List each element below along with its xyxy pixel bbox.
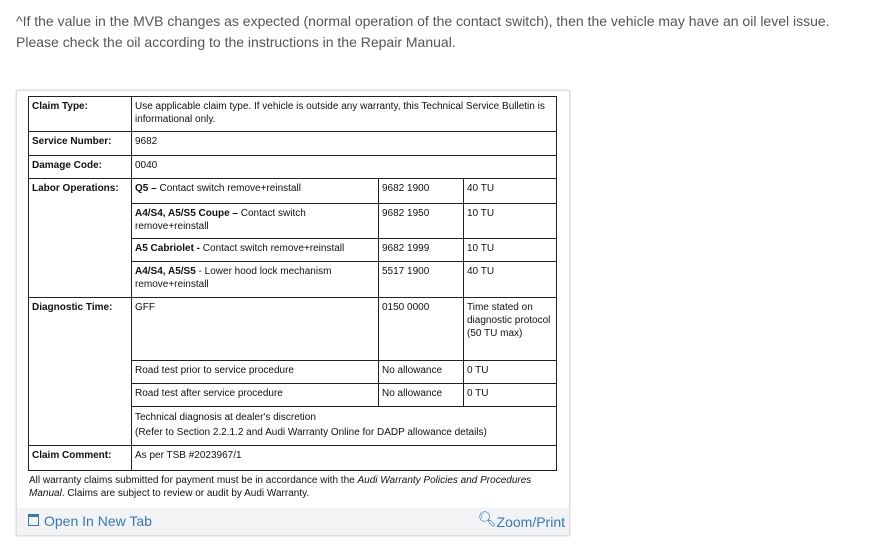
claim-comment-label: Claim Comment:: [28, 445, 132, 471]
table-row: Claim Comment: As per TSB #2023967/1: [28, 445, 557, 471]
labor-tu: 40 TU: [463, 178, 557, 204]
desc: - Lower hood lock mechanism remove+reins…: [135, 266, 332, 290]
labor-code: 5517 1900: [378, 261, 464, 298]
model: A5 Cabriolet -: [135, 243, 201, 254]
open-in-new-tab-link[interactable]: Open In New Tab: [28, 513, 152, 529]
diagnostic-time-label: Diagnostic Time:: [28, 297, 132, 446]
model: A4/S4, A5/S5 Coupe –: [135, 208, 238, 219]
labor-desc: A5 Cabriolet - Contact switch remove+rei…: [131, 238, 379, 262]
diag-tu: 0 TU: [463, 360, 557, 384]
diag-desc: Road test after service procedure: [131, 383, 379, 407]
diag-note-1: Technical diagnosis at dealer's discreti…: [135, 412, 316, 423]
labor-desc: Q5 – Contact switch remove+reinstall: [131, 178, 379, 204]
labor-operations-label: Labor Operations:: [28, 178, 132, 298]
labor-code: 9682 1950: [378, 203, 464, 239]
labor-code: 9682 1999: [378, 238, 464, 262]
diag-tu: 0 TU: [463, 383, 557, 407]
note-text: . Claims are subject to review or audit …: [61, 488, 310, 499]
service-number-value: 9682: [131, 131, 557, 156]
warranty-note: All warranty claims submitted for paymen…: [29, 474, 564, 500]
desc: Contact switch remove+reinstall: [135, 208, 306, 232]
zoom-label: Zoom/Print: [496, 514, 565, 530]
diag-desc: GFF: [131, 297, 379, 361]
table-row: Damage Code: 0040: [28, 155, 557, 179]
warranty-table: Claim Type: Use applicable claim type. If…: [28, 96, 557, 471]
table-row: Road test prior to service procedure No a…: [29, 360, 557, 384]
model: Q5 –: [135, 183, 157, 194]
diag-code: No allowance: [378, 360, 464, 384]
open-new-tab-icon: [28, 514, 39, 526]
zoom-in-icon: 🔍︎: [477, 511, 497, 528]
damage-code-value: 0040: [131, 155, 557, 179]
document-viewer: Claim Type: Use applicable claim type. If…: [16, 90, 570, 536]
labor-desc: A4/S4, A5/S5 Coupe – Contact switch remo…: [131, 203, 379, 239]
diag-note-2: (Refer to Section 2.2.1.2 and Audi Warra…: [135, 427, 487, 438]
table-row: Road test after service procedure No allo…: [29, 383, 557, 407]
labor-code: 9682 1900: [378, 178, 464, 204]
labor-tu: 10 TU: [463, 203, 557, 239]
table-row: Diagnostic Time: GFF 0150 0000 Time stated …: [28, 297, 557, 446]
viewer-footer: Open In New Tab 🔍︎Zoom/Print: [17, 508, 569, 535]
claim-type-value: Use applicable claim type. If vehicle is…: [131, 96, 557, 132]
labor-desc: A4/S4, A5/S5 - Lower hood lock mechanism…: [131, 261, 379, 298]
diag-note: Technical diagnosis at dealer's discreti…: [131, 406, 557, 446]
damage-code-label: Damage Code:: [28, 155, 132, 179]
table-row: A4/S4, A5/S5 - Lower hood lock mechanism…: [29, 261, 557, 298]
diag-code: No allowance: [378, 383, 464, 407]
intro-text: ^If the value in the MVB changes as expe…: [16, 13, 830, 50]
table-row: Claim Type: Use applicable claim type. If…: [28, 96, 557, 132]
table-row: Service Number: 9682: [28, 131, 557, 156]
diag-tu: Time stated on diagnostic protocol (50 T…: [463, 297, 557, 361]
zoom-print-link[interactable]: 🔍︎Zoom/Print: [477, 510, 565, 530]
claim-type-label: Claim Type:: [28, 96, 132, 132]
desc: Contact switch remove+reinstall: [156, 183, 301, 194]
note-text: All warranty claims submitted for paymen…: [29, 475, 358, 486]
open-label: Open In New Tab: [44, 513, 152, 529]
table-row: A4/S4, A5/S5 Coupe – Contact switch remo…: [29, 203, 557, 239]
table-row: Labor Operations: Q5 – Contact switch rem…: [28, 178, 557, 298]
diag-code: 0150 0000: [378, 297, 464, 361]
desc: Contact switch remove+reinstall: [200, 243, 345, 254]
service-number-label: Service Number:: [28, 131, 132, 156]
claim-comment-value: As per TSB #2023967/1: [131, 445, 557, 471]
table-row: A5 Cabriolet - Contact switch remove+rei…: [29, 238, 557, 262]
labor-tu: 40 TU: [463, 261, 557, 298]
note-manual: Audi Warranty Policies and Procedures Ma…: [29, 475, 532, 499]
labor-tu: 10 TU: [463, 238, 557, 262]
diag-desc: Road test prior to service procedure: [131, 360, 379, 384]
model: A4/S4, A5/S5: [135, 266, 196, 277]
